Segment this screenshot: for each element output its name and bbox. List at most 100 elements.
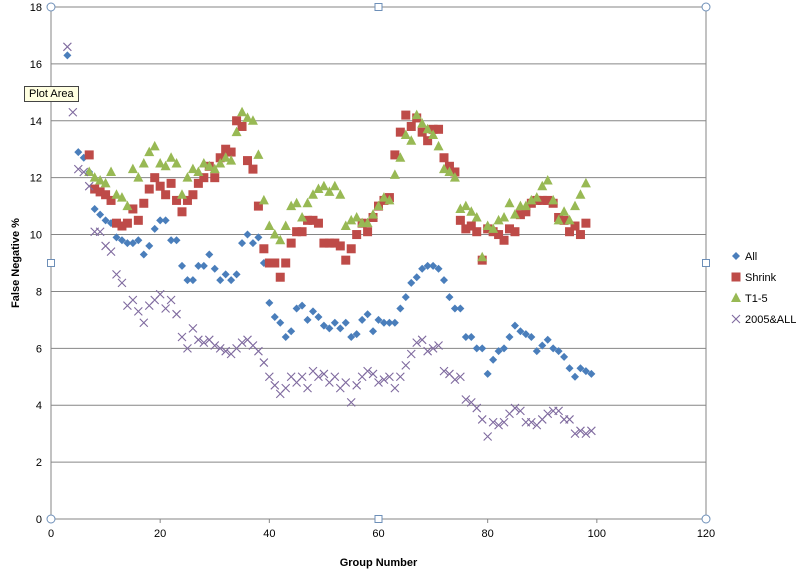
data-point — [461, 332, 470, 341]
data-point — [532, 347, 541, 356]
legend-label: 2005&ALL — [745, 314, 796, 326]
data-point — [243, 156, 252, 166]
data-point — [112, 233, 121, 242]
data-point — [264, 258, 274, 268]
data-point — [89, 172, 100, 182]
data-point — [374, 315, 383, 324]
data-point — [221, 144, 231, 154]
data-point — [347, 332, 356, 341]
legend-marker — [731, 314, 741, 324]
data-point — [199, 338, 209, 348]
data-point — [149, 140, 160, 151]
data-point — [254, 346, 263, 356]
data-point — [483, 369, 492, 378]
data-point — [554, 347, 563, 356]
data-point — [346, 214, 357, 225]
resize-handle-edge[interactable] — [374, 515, 383, 523]
data-point — [379, 375, 389, 385]
data-point — [482, 220, 493, 231]
data-point — [538, 341, 547, 350]
data-point — [542, 175, 553, 185]
data-point — [466, 221, 476, 231]
data-point — [450, 304, 459, 313]
data-point — [576, 364, 585, 373]
legend-label: Shrink — [745, 272, 777, 284]
data-point — [450, 375, 460, 385]
y-tick-label: 2 — [36, 457, 42, 469]
data-point — [363, 366, 372, 376]
data-point — [406, 349, 416, 359]
data-point — [428, 343, 438, 353]
data-point — [122, 218, 132, 228]
series-2005-all[interactable] — [62, 42, 596, 441]
data-point — [587, 369, 596, 378]
data-point — [253, 149, 264, 159]
data-point — [112, 218, 121, 228]
data-point — [488, 417, 498, 427]
data-point — [68, 107, 78, 117]
resize-handle-corner[interactable] — [46, 514, 56, 524]
data-point — [581, 218, 591, 228]
resize-handle-edge[interactable] — [374, 3, 383, 11]
data-point — [286, 200, 297, 211]
data-point — [150, 224, 159, 233]
resize-handle-edge[interactable] — [702, 259, 710, 267]
data-point — [461, 395, 471, 404]
data-point — [363, 310, 372, 319]
data-point — [297, 372, 307, 382]
data-point — [390, 318, 399, 327]
series-all[interactable] — [63, 51, 596, 381]
data-point — [368, 209, 379, 219]
data-point — [139, 318, 149, 328]
resize-handle-corner[interactable] — [701, 514, 711, 524]
data-point — [100, 177, 111, 188]
data-point — [298, 301, 307, 310]
data-point — [232, 116, 242, 126]
data-point — [395, 127, 405, 137]
data-point — [188, 276, 197, 285]
data-point — [116, 192, 127, 202]
resize-handle-edge[interactable] — [47, 259, 55, 267]
data-point — [346, 397, 356, 407]
x-tick-label: 0 — [48, 528, 54, 540]
data-point — [586, 426, 596, 436]
data-point — [571, 372, 579, 381]
resize-handle-corner[interactable] — [701, 2, 711, 12]
data-point — [248, 164, 258, 174]
data-point — [417, 335, 427, 345]
data-point — [444, 161, 454, 171]
data-point — [111, 189, 122, 199]
data-point — [456, 304, 465, 313]
data-point — [396, 304, 405, 313]
data-point — [166, 178, 176, 188]
series-t1-5[interactable] — [84, 106, 591, 262]
data-point — [559, 206, 570, 216]
data-point — [309, 307, 317, 316]
data-point — [231, 126, 242, 137]
data-point — [144, 146, 155, 157]
data-point — [351, 211, 362, 222]
data-point — [537, 195, 547, 205]
data-point — [478, 344, 487, 353]
data-point — [390, 150, 400, 160]
data-point — [182, 195, 192, 205]
data-point — [155, 181, 165, 191]
data-point — [554, 406, 564, 416]
data-point — [374, 378, 383, 387]
data-point — [90, 204, 99, 213]
data-point — [150, 173, 160, 183]
y-axis-title: False Negative % — [10, 218, 22, 308]
resize-handle-corner[interactable] — [46, 2, 56, 12]
data-point — [477, 251, 488, 262]
data-point — [84, 181, 94, 191]
selection-handles[interactable] — [46, 2, 711, 524]
data-point — [352, 380, 362, 390]
data-point — [390, 383, 400, 393]
data-point — [117, 278, 127, 288]
data-point — [422, 123, 433, 134]
data-point — [182, 172, 193, 182]
data-point — [341, 255, 351, 265]
data-point — [303, 383, 312, 393]
